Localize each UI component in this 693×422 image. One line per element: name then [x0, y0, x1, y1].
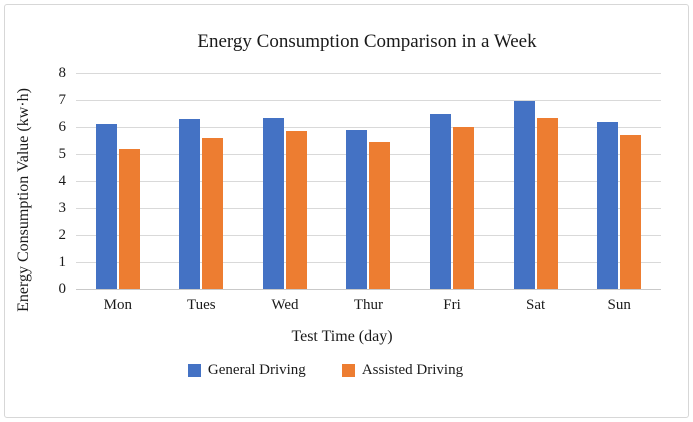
bar-pair-tues	[179, 118, 224, 289]
gridline-y-8	[76, 73, 661, 74]
bar-group-sat	[494, 73, 578, 289]
x-tick-label-sun: Sun	[607, 297, 631, 313]
bar-general-driving-tues	[179, 118, 201, 289]
bar-group-wed	[243, 73, 327, 289]
x-tick-label-tues: Tues	[187, 297, 216, 313]
y-axis-title: Energy Consumption Value (kw·h)	[15, 88, 32, 312]
bar-general-driving-thur	[346, 129, 368, 289]
legend-swatch-icon	[187, 364, 201, 377]
chart-title: Energy Consumption Comparison in a Week	[197, 31, 537, 52]
x-tick-label-mon: Mon	[103, 297, 132, 313]
bar-pair-sat	[513, 101, 558, 289]
gridline-y-2	[76, 235, 661, 236]
gridline-y-1	[76, 262, 661, 263]
y-tick-label-0: 0	[58, 281, 67, 297]
legend-item-assisted-driving: Assisted Driving	[341, 362, 464, 379]
bar-pair-sun	[597, 121, 642, 289]
legend: General Driving Assisted Driving	[0, 362, 672, 379]
x-axis-title: Test Time (day)	[291, 328, 393, 345]
gridline-y-7	[76, 100, 661, 101]
legend-label: General Driving	[207, 362, 306, 378]
plot-area	[76, 73, 661, 290]
bar-pair-wed	[262, 117, 307, 289]
gridline-y-5	[76, 154, 661, 155]
bar-general-driving-sun	[597, 121, 619, 289]
bar-assisted-driving-mon	[118, 148, 140, 289]
bar-assisted-driving-sun	[620, 135, 642, 289]
bar-pair-fri	[430, 113, 475, 289]
y-tick-label-4: 4	[58, 173, 67, 189]
bar-assisted-driving-sat	[536, 117, 558, 289]
x-tick-label-sat: Sat	[526, 297, 546, 313]
bar-assisted-driving-tues	[202, 137, 224, 289]
bar-group-fri	[410, 73, 494, 289]
gridline-y-3	[76, 208, 661, 209]
legend-swatch-icon	[341, 364, 355, 377]
y-tick-label-3: 3	[58, 200, 67, 216]
y-tick-label-7: 7	[58, 92, 67, 108]
bar-group-thur	[327, 73, 411, 289]
x-tick-label-wed: Wed	[271, 297, 299, 313]
legend-label: Assisted Driving	[361, 362, 464, 378]
y-tick-label-1: 1	[58, 254, 67, 270]
y-tick-label-6: 6	[58, 119, 67, 135]
bar-general-driving-sat	[513, 101, 535, 289]
bar-pair-thur	[346, 129, 391, 289]
x-tick-label-fri: Fri	[443, 297, 461, 313]
bar-general-driving-fri	[430, 113, 452, 289]
gridline-y-6	[76, 127, 661, 128]
bar-assisted-driving-thur	[369, 141, 391, 289]
x-tick-label-thur: Thur	[353, 297, 384, 313]
bar-general-driving-wed	[262, 117, 284, 289]
gridline-y-4	[76, 181, 661, 182]
bar-group-tues	[160, 73, 244, 289]
bar-assisted-driving-fri	[453, 127, 475, 289]
y-tick-label-5: 5	[58, 146, 67, 162]
bar-group-mon	[76, 73, 160, 289]
bar-pair-mon	[95, 124, 140, 289]
bar-general-driving-mon	[95, 124, 117, 289]
bar-group-sun	[577, 73, 661, 289]
y-tick-label-2: 2	[58, 227, 67, 243]
y-tick-label-8: 8	[58, 65, 67, 81]
bar-assisted-driving-wed	[285, 131, 307, 289]
legend-item-general-driving: General Driving	[187, 362, 306, 379]
